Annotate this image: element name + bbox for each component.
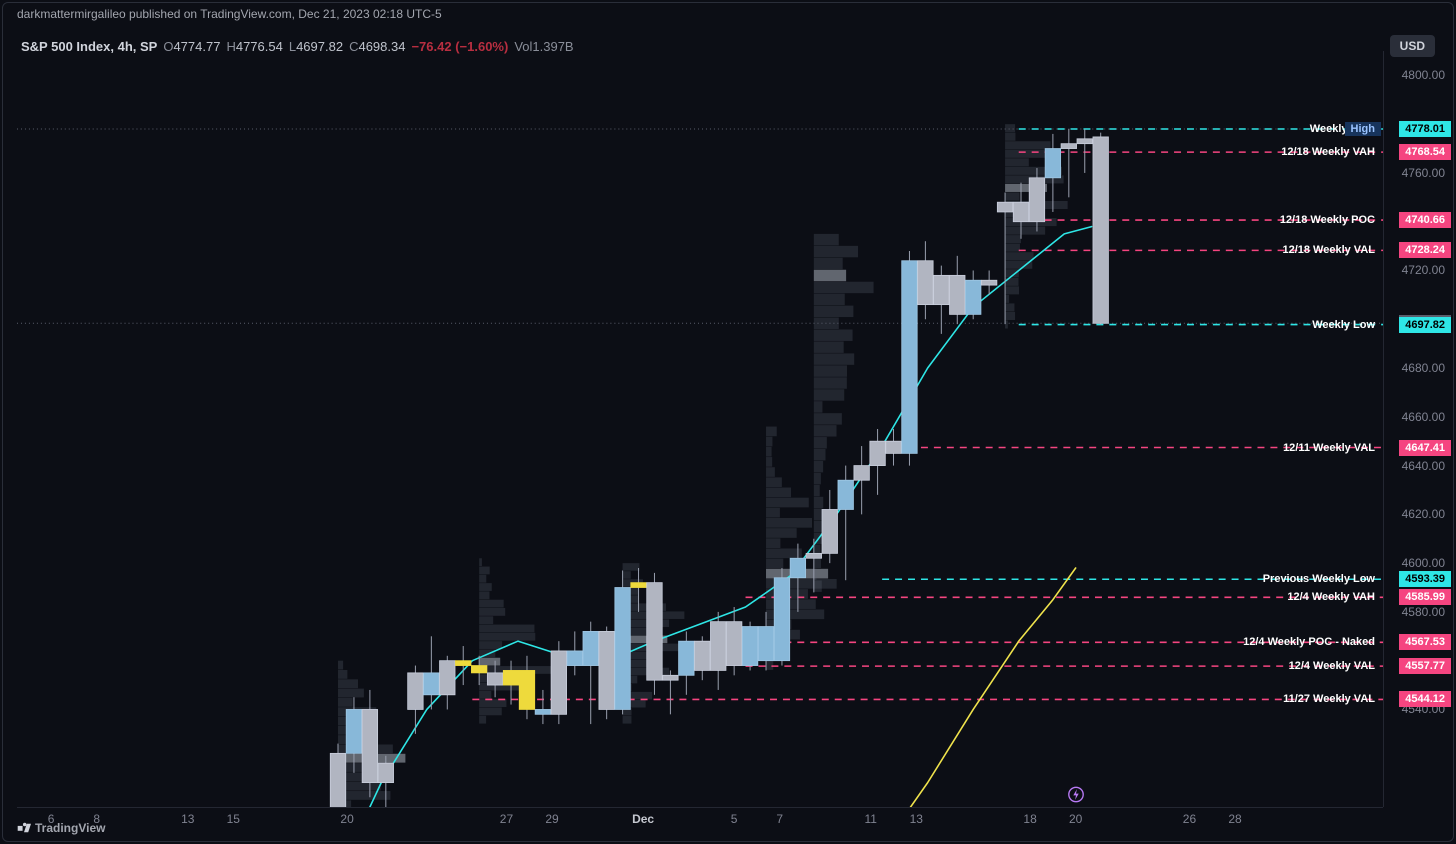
- currency-button[interactable]: USD: [1390, 35, 1435, 57]
- brand-text: TradingView: [35, 821, 105, 835]
- price-level-label: 12/18 Weekly VAL: [1282, 244, 1379, 256]
- xaxis-tick: Dec: [632, 812, 654, 826]
- symbol-label[interactable]: S&P 500 Index, 4h, SP: [21, 39, 157, 54]
- yaxis-tick: 4640.00: [1402, 459, 1445, 473]
- level-price-tag: 4593.39: [1399, 571, 1451, 587]
- yaxis-tick: 4600.00: [1402, 556, 1445, 570]
- chart-plot-area[interactable]: Weekly High12/18 Weekly VAH12/18 Weekly …: [17, 51, 1383, 807]
- yaxis-tick: 4720.00: [1402, 263, 1445, 277]
- xaxis-tick: 11: [865, 812, 877, 826]
- volume-label: Vol1.397B: [514, 39, 573, 54]
- xaxis-tick: 7: [776, 812, 783, 826]
- level-price-tag: 4647.41: [1399, 440, 1451, 456]
- price-level-label: 12/4 Weekly VAL: [1289, 660, 1379, 672]
- price-axis[interactable]: 4800.00 4760.00 4720.00 4680.00 4660.00 4640.…: [1383, 51, 1453, 807]
- ohlc-close: C4698.34: [349, 39, 405, 54]
- price-level-label: 12/4 Weekly POC - Naked: [1243, 636, 1379, 648]
- level-price-tag: 4768.54: [1399, 144, 1451, 160]
- xaxis-tick: 20: [340, 812, 353, 826]
- level-price-tag: 4728.24: [1399, 242, 1451, 258]
- xaxis-tick: 29: [545, 812, 558, 826]
- yaxis-tick: 4660.00: [1402, 410, 1445, 424]
- tradingview-brand[interactable]: TradingView: [17, 821, 105, 835]
- xaxis-tick: 5: [731, 812, 738, 826]
- level-price-tag: 4585.99: [1399, 589, 1451, 605]
- xaxis-tick: 28: [1228, 812, 1241, 826]
- yaxis-tick: 4580.00: [1402, 605, 1445, 619]
- yaxis-tick: 4680.00: [1402, 361, 1445, 375]
- price-level-label: 12/18 Weekly POC: [1280, 214, 1379, 226]
- flash-icon[interactable]: [1067, 786, 1085, 809]
- level-price-tag: 4557.77: [1399, 658, 1451, 674]
- level-price-tag: 4544.12: [1399, 691, 1451, 707]
- level-price-tag: 4740.66: [1399, 212, 1451, 228]
- chart-container: darkmattermirgalileo published on Tradin…: [2, 2, 1454, 842]
- high-marker: High: [1345, 122, 1381, 136]
- yaxis-tick: 4760.00: [1402, 166, 1445, 180]
- tradingview-logo-icon: [17, 821, 31, 835]
- yaxis-tick: 4620.00: [1402, 507, 1445, 521]
- price-level-label: Weekly Low: [1312, 319, 1379, 331]
- xaxis-tick: 27: [500, 812, 513, 826]
- xaxis-tick: 15: [227, 812, 240, 826]
- ohlc-change: −76.42 (−1.60%): [411, 39, 508, 54]
- price-level-label: Previous Weekly Low: [1263, 573, 1379, 585]
- ohlc-open: O4774.77: [163, 39, 220, 54]
- xaxis-tick: 20: [1069, 812, 1082, 826]
- xaxis-tick: 26: [1183, 812, 1196, 826]
- level-price-tag: 4567.53: [1399, 634, 1451, 650]
- chart-svg[interactable]: [17, 51, 1383, 807]
- yaxis-tick: 4800.00: [1402, 68, 1445, 82]
- ohlc-low: L4697.82: [289, 39, 343, 54]
- price-level-label: 12/18 Weekly VAH: [1281, 146, 1379, 158]
- time-axis[interactable]: 681315202729Dec57111318202628: [17, 807, 1383, 827]
- price-tag: 4697.82: [1399, 317, 1451, 333]
- attribution-text: darkmattermirgalileo published on Tradin…: [17, 7, 442, 21]
- xaxis-tick: 18: [1023, 812, 1036, 826]
- xaxis-tick: 13: [181, 812, 194, 826]
- level-price-tag: 4778.01: [1399, 121, 1451, 137]
- price-level-label: 11/27 Weekly VAL: [1283, 693, 1379, 705]
- price-level-label: 12/4 Weekly VAH: [1287, 591, 1379, 603]
- xaxis-tick: 13: [910, 812, 923, 826]
- price-level-label: 12/11 Weekly VAL: [1283, 442, 1379, 454]
- chart-legend: S&P 500 Index, 4h, SP O4774.77 H4776.54 …: [21, 39, 574, 54]
- ohlc-high: H4776.54: [226, 39, 282, 54]
